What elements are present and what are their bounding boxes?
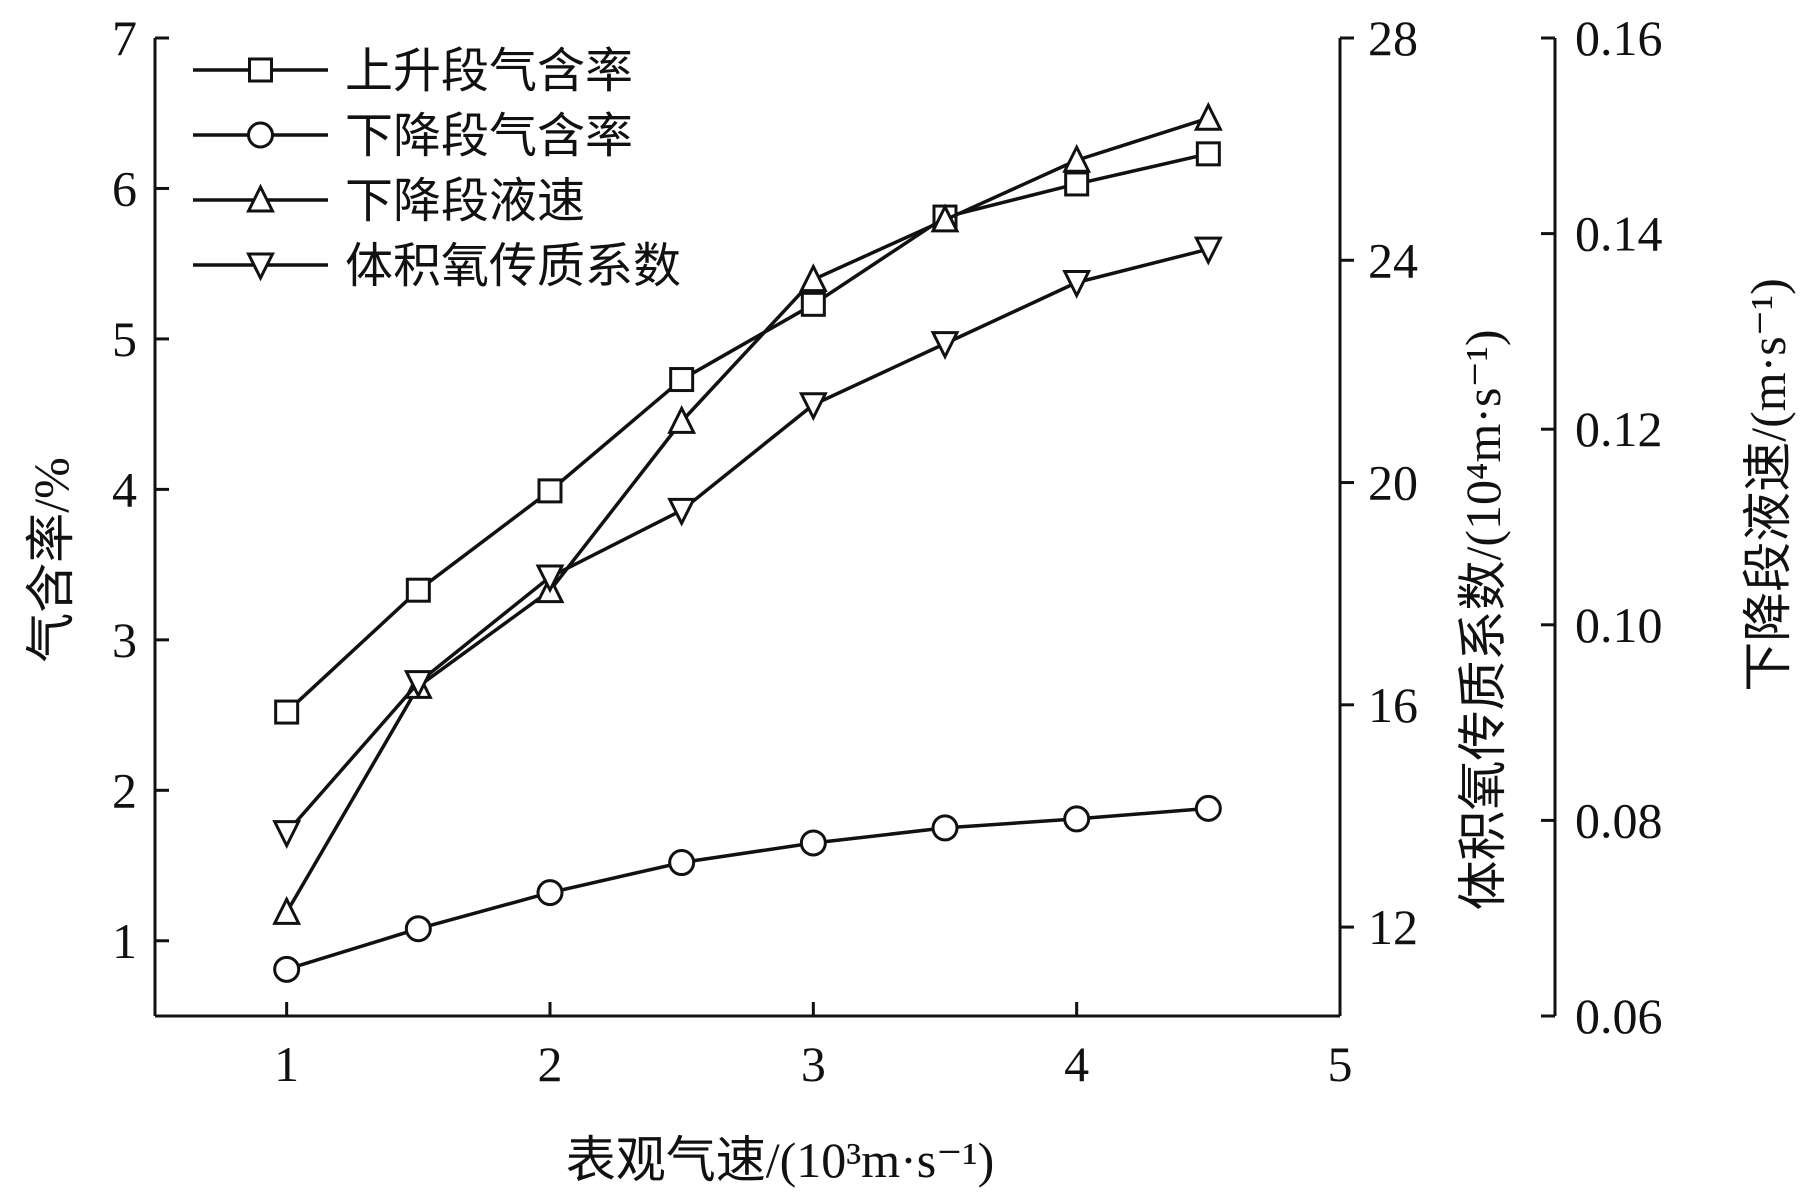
- data-point-3: [403, 670, 433, 699]
- legend-label-1: 下降段气含率: [345, 110, 633, 163]
- data-point-0: [800, 291, 826, 317]
- data-point-0: [537, 478, 563, 504]
- data-point-1: [1063, 805, 1091, 833]
- data-point-2: [1062, 143, 1092, 173]
- series-line-0: [285, 152, 1209, 714]
- data-point-3: [1193, 236, 1223, 266]
- data-point-0: [405, 577, 431, 603]
- data-point-3: [1062, 270, 1092, 299]
- y-right2-tick-label: 0.06: [1575, 988, 1663, 1044]
- data-point-0: [1195, 141, 1221, 167]
- y-left-tick-label: 6: [112, 160, 137, 216]
- y-left-tick-label: 7: [112, 10, 137, 66]
- y-right1-tick-label: 24: [1368, 232, 1418, 288]
- y-right2-tick-label: 0.12: [1575, 401, 1663, 457]
- x-tick-label: 1: [274, 1036, 299, 1092]
- data-point-1: [668, 849, 696, 877]
- x-tick-label: 4: [1064, 1036, 1089, 1092]
- legend-label-0: 上升段气含率: [345, 45, 633, 98]
- data-point-3: [930, 331, 960, 360]
- data-point-3: [272, 820, 302, 849]
- y-right1-tick-label: 12: [1368, 899, 1418, 955]
- data-point-1: [536, 879, 564, 907]
- y-axis-right1-label: 体积氧传质系数/(10⁴m·s⁻¹): [1455, 329, 1511, 910]
- y-right1-tick-label: 16: [1368, 677, 1418, 733]
- legend-label-2: 下降段液速: [345, 175, 585, 228]
- y-left-tick-label: 3: [112, 612, 137, 668]
- data-point-0: [274, 699, 300, 725]
- y-axis-right2-label: 下降段液速/(m·s⁻¹): [1740, 278, 1796, 692]
- data-point-1: [404, 915, 432, 943]
- data-point-2: [930, 203, 960, 233]
- legend-marker-0: [248, 57, 273, 83]
- y-right1-tick-label: 20: [1368, 455, 1418, 511]
- data-point-1: [273, 955, 301, 983]
- x-tick-label: 5: [1328, 1036, 1353, 1092]
- legend-marker-2: [246, 183, 275, 213]
- data-point-0: [1064, 171, 1090, 197]
- y-left-tick-label: 5: [112, 311, 137, 367]
- y-right2-tick-label: 0.14: [1575, 206, 1663, 262]
- legend-marker-3: [246, 252, 275, 282]
- y-left-tick-label: 1: [112, 913, 137, 969]
- data-point-2: [798, 263, 828, 293]
- legend-label-3: 体积氧传质系数: [345, 240, 681, 293]
- legend-marker-1: [247, 121, 274, 149]
- y-right2-tick-label: 0.16: [1575, 10, 1663, 66]
- data-point-0: [669, 367, 695, 393]
- data-point-1: [1194, 794, 1222, 822]
- series-line-2: [285, 116, 1209, 914]
- x-axis-label: 表观气速/(10³m·s⁻¹): [566, 1132, 995, 1188]
- data-point-3: [798, 392, 828, 422]
- data-point-3: [535, 564, 565, 594]
- series-line-3: [285, 247, 1209, 834]
- y-left-tick-label: 2: [112, 762, 137, 818]
- series-line-1: [286, 806, 1209, 972]
- x-tick-label: 3: [801, 1036, 826, 1092]
- y-right1-tick-label: 28: [1368, 10, 1418, 66]
- x-tick-label: 2: [538, 1036, 563, 1092]
- data-point-2: [1193, 101, 1223, 131]
- y-left-tick-label: 4: [112, 461, 137, 517]
- y-right2-tick-label: 0.10: [1575, 597, 1663, 653]
- data-point-3: [667, 497, 697, 527]
- data-point-1: [931, 814, 959, 842]
- data-point-1: [799, 829, 827, 857]
- data-point-2: [667, 405, 697, 434]
- data-point-2: [272, 895, 302, 925]
- y-axis-left-label: 气含率/%: [23, 457, 79, 663]
- y-right2-tick-label: 0.08: [1575, 792, 1663, 848]
